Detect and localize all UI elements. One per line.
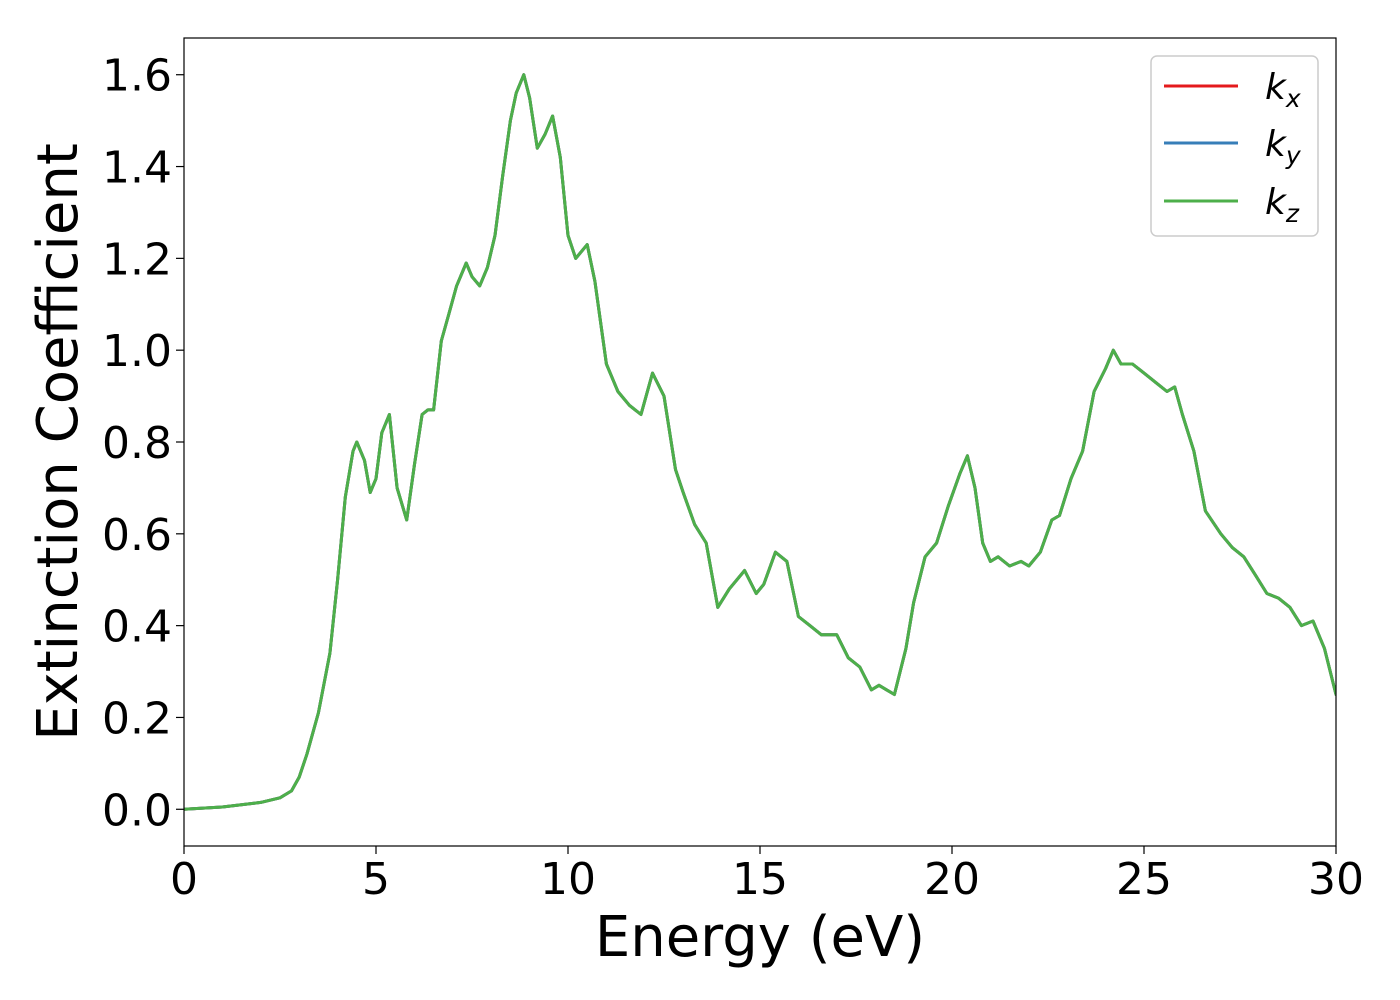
- legend-label-y: ky: [1265, 124, 1302, 170]
- x-tick-label: 10: [540, 854, 596, 905]
- legend-label-x: kx: [1265, 67, 1301, 113]
- y-tick-label: 1.0: [102, 326, 172, 377]
- y-tick-label: 0.0: [102, 785, 172, 836]
- y-axis-title: Extinction Coefficient: [26, 143, 91, 741]
- x-tick-label: 0: [170, 854, 198, 905]
- y-tick-label: 0.2: [102, 693, 172, 744]
- y-tick-label: 0.8: [102, 418, 172, 469]
- x-tick-label: 30: [1308, 854, 1364, 905]
- x-axis-title: Energy (eV): [595, 905, 925, 970]
- series-lines: [184, 73, 1336, 811]
- y-tick-label: 1.4: [102, 143, 172, 194]
- plot-background: [184, 38, 1336, 846]
- legend-label-z: kz: [1265, 182, 1300, 228]
- y-tick-label: 1.6: [102, 51, 172, 102]
- x-tick-label: 5: [362, 854, 390, 905]
- y-tick-label: 0.6: [102, 510, 172, 561]
- legend: kx ky kz: [1150, 55, 1319, 237]
- y-tick-label: 0.4: [102, 602, 172, 653]
- series-line-k-z: [184, 73, 1336, 811]
- plot-area: [183, 37, 1337, 847]
- y-tick-label: 1.2: [102, 234, 172, 285]
- axis-ticks: 0 5 10 15 20 25 30 0.0 0.2 0.4 0.6 0.8 1.0 1.2 1.4 1.6: [102, 51, 1364, 905]
- x-tick-label: 15: [732, 854, 788, 905]
- x-tick-label: 25: [1116, 854, 1172, 905]
- x-tick-label: 20: [924, 854, 980, 905]
- legend-box: [1150, 55, 1319, 237]
